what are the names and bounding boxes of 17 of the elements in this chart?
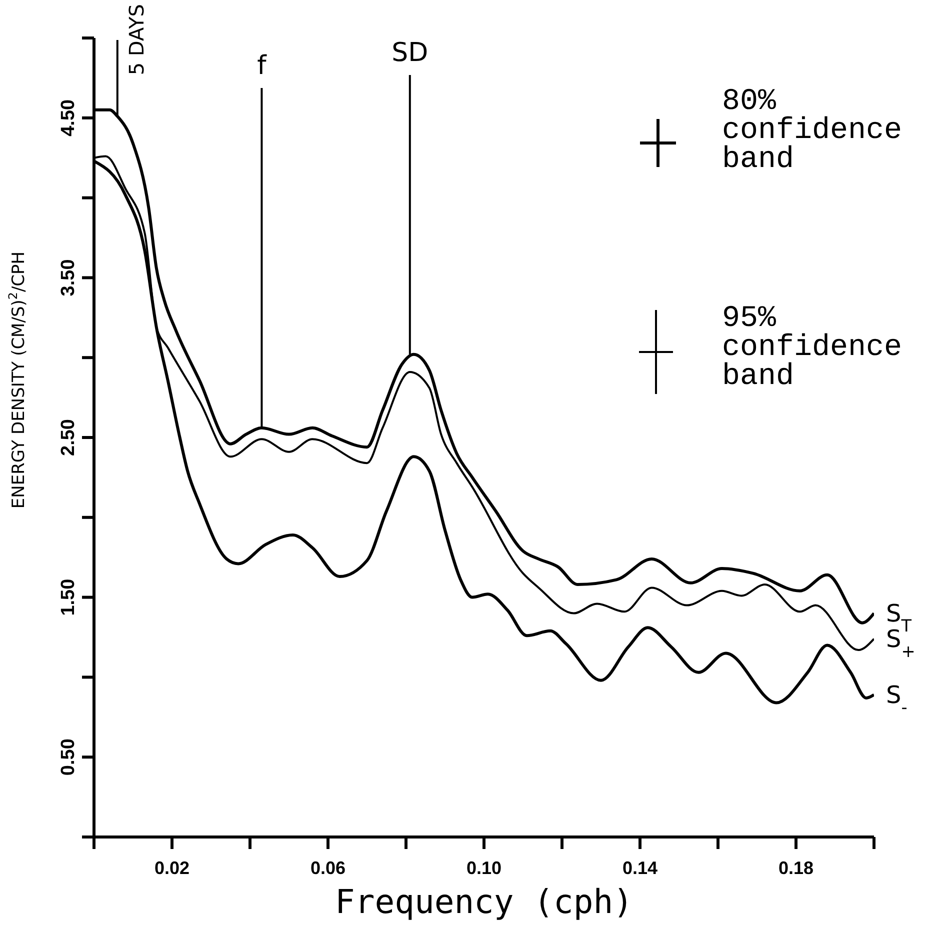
x-axis-title: Frequency (cph) — [334, 882, 634, 921]
annotation: 95% confidence band — [722, 302, 904, 394]
x-tick-label: 0.02 — [154, 858, 190, 878]
x-tick-label: 0.14 — [622, 858, 658, 878]
annotation: 80% confidence band — [722, 85, 904, 177]
y-tick-label: 2.50 — [58, 419, 79, 456]
y-tick-label: 3.50 — [58, 259, 79, 296]
y-tick-label: 4.50 — [58, 99, 79, 136]
x-tick-label: 0.18 — [778, 858, 814, 878]
annotation: f — [257, 51, 268, 81]
x-tick-label: 0.10 — [466, 858, 502, 878]
annotation: 5 DAYS — [124, 4, 148, 76]
x-tick-label: 0.06 — [310, 858, 346, 878]
y-tick-label: 1.50 — [58, 578, 79, 616]
annotation: SD — [392, 38, 428, 68]
series-label: S$_{-}$ — [886, 680, 908, 717]
y-tick-label: 0.50 — [58, 738, 79, 776]
